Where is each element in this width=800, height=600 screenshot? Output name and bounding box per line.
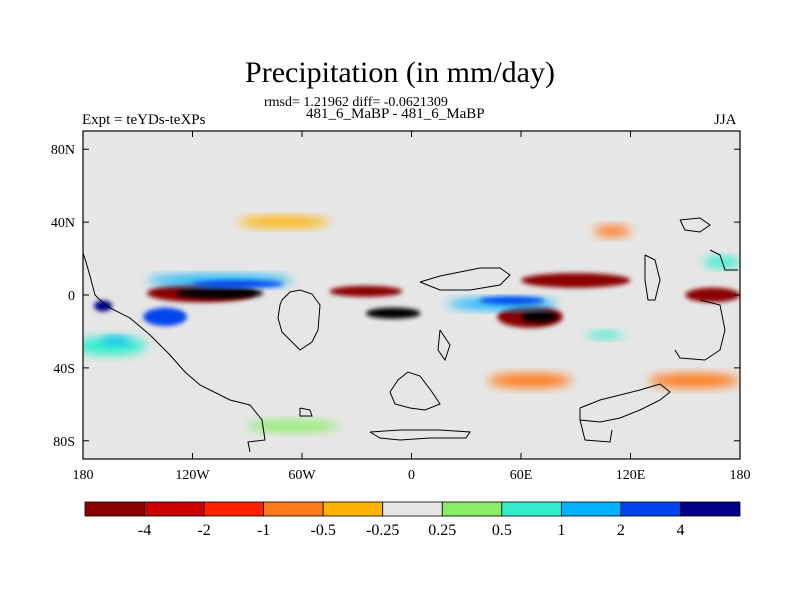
colorbar-swatch <box>680 501 741 517</box>
coast-east-asia <box>644 254 661 301</box>
coastlines <box>83 217 738 453</box>
colorbar-label: -0.25 <box>366 522 399 539</box>
x-tick-label: 60E <box>510 468 533 483</box>
x-tick-label: 60W <box>288 468 316 483</box>
coast-maritime <box>674 299 726 361</box>
region-west-pacific-dry <box>521 273 631 288</box>
region-north-pacific-dry <box>238 216 330 228</box>
y-tick-label: 80N <box>51 143 75 158</box>
colorbar-swatch <box>144 501 205 517</box>
colorbar-label: -1 <box>257 522 270 539</box>
region-east-asia-dry <box>594 225 631 237</box>
colorbar-swatch <box>501 501 562 517</box>
colorbar-swatch <box>620 501 681 517</box>
season-label: JJA <box>714 112 737 128</box>
colorbar: -4 -2 -1 -0.5 -0.25 0.25 0.5 1 2 4 <box>84 501 741 539</box>
region-dateline-wet-core <box>93 300 113 312</box>
coast-asia-north <box>419 267 511 291</box>
colorbar-label: 1 <box>557 522 565 539</box>
colorbar-label: 0.25 <box>428 522 456 539</box>
region-north-pacific-wet-core <box>192 280 284 288</box>
precipitation-field <box>83 216 740 432</box>
y-tick-label: 0 <box>68 289 75 304</box>
coast-north-america <box>83 251 266 453</box>
colorbar-swatch <box>203 501 265 517</box>
colorbar-label: -2 <box>197 522 210 539</box>
colorbar-swatch <box>560 501 622 517</box>
x-tick-label: 180 <box>730 468 751 483</box>
colorbar-swatch <box>441 501 503 517</box>
region-atlantic-dry-band <box>329 285 403 297</box>
coast-antarctica-east <box>579 419 613 443</box>
coast-africa <box>389 371 441 411</box>
region-tropical-pacific-dry-core <box>176 287 264 299</box>
colorbar-label: -4 <box>138 522 151 539</box>
axes: 180 120W 60W 0 60E 120E 180 80N 40N 0 40S 80S <box>51 131 751 483</box>
y-tick-label: 40S <box>53 362 75 377</box>
colorbar-swatch <box>84 501 145 517</box>
coast-pacific-islands <box>679 217 711 233</box>
region-indian-ocean-dry-core <box>521 311 558 323</box>
colorbar-label: 2 <box>617 522 625 539</box>
x-tick-label: 120W <box>175 468 210 483</box>
region-central-pacific-wet <box>143 307 188 326</box>
region-southern-ocean-dry-1 <box>488 373 573 388</box>
region-south-pacific-wet <box>83 336 147 356</box>
colorbar-swatch <box>322 501 384 517</box>
region-south-atlantic-dry <box>365 307 421 319</box>
coast-south-america <box>277 289 321 351</box>
coast-antarctica <box>369 429 471 441</box>
x-tick-label: 0 <box>408 468 415 483</box>
region-maritime-continent-wet <box>586 331 624 339</box>
region-east-pacific-wet-east <box>703 256 740 268</box>
coast-antarctic-peninsula <box>299 407 313 417</box>
coast-new-guinea <box>709 249 738 271</box>
stats-line: rmsd= 1.21962 diff= -0.0621309 <box>264 95 448 110</box>
x-tick-label: 120E <box>616 468 646 483</box>
region-southern-ocean-dry-2 <box>648 373 740 388</box>
experiment-label: Expt = teYDs-teXPs <box>82 112 206 128</box>
chart-title: Precipitation (in mm/day) <box>245 56 555 89</box>
x-tick-label: 180 <box>73 468 94 483</box>
region-east-pacific-dry-east <box>685 287 740 303</box>
colorbar-swatch <box>382 501 443 517</box>
chart-subtitle: 481_6_MaBP - 481_6_MaBP <box>306 106 485 122</box>
region-southern-ocean-wet <box>247 420 339 432</box>
y-tick-label: 40N <box>51 216 75 231</box>
y-tick-label: 80S <box>53 435 75 450</box>
colorbar-label: -0.5 <box>311 522 336 539</box>
colorbar-label: 4 <box>676 522 684 539</box>
colorbar-label: 0.5 <box>492 522 512 539</box>
region-south-pacific-wet-core <box>101 336 131 345</box>
coast-australia <box>579 383 671 423</box>
colorbar-swatch <box>263 501 324 517</box>
coast-madagascar <box>437 329 451 362</box>
region-indian-ocean-wet-core <box>479 296 545 305</box>
